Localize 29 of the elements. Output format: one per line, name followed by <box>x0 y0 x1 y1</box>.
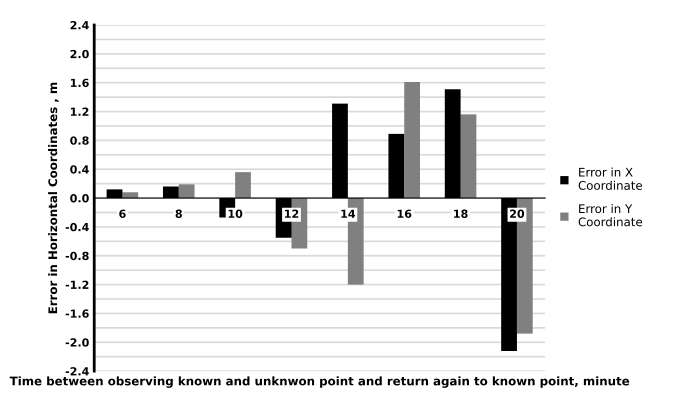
y-tick-label: -2.0 <box>66 338 89 347</box>
y-tick-label: -0.8 <box>66 252 89 260</box>
y-tick-label: -0.4 <box>66 222 89 232</box>
y-tick-label: 0.0 <box>70 194 89 202</box>
y-tick-label: 2.4 <box>70 20 89 30</box>
x-tick-label: 20 <box>510 210 524 218</box>
x-tick-label: 12 <box>285 210 298 218</box>
x-tick-label: 18 <box>454 210 468 218</box>
y-tick-label: -1.2 <box>66 280 88 289</box>
y-axis-title: Error in Horizontal Coordinates , m <box>48 82 59 314</box>
x-axis-title: Time between observing known and unknwon point and return again to known point, minute <box>10 376 630 388</box>
y-tick-label: -2.4 <box>66 367 89 376</box>
bar <box>235 172 251 198</box>
x-tick-label: 6 <box>119 210 126 218</box>
bar <box>178 184 195 198</box>
legend-label: Error in Y Coordinate <box>578 204 642 226</box>
x-tick-label: 16 <box>398 210 412 218</box>
x-tick-label: 8 <box>176 210 182 218</box>
y-tick-label: 0.4 <box>70 165 89 174</box>
y-tick-label: 0.8 <box>70 136 89 145</box>
y-tick-label: 2.0 <box>70 50 89 58</box>
bar <box>460 114 476 198</box>
y-tick-label: 1.2 <box>70 108 88 116</box>
bar <box>404 82 420 198</box>
y-tick-label: -1.6 <box>66 309 89 318</box>
x-tick-label: 14 <box>341 210 356 218</box>
y-tick-label: 1.6 <box>70 78 89 88</box>
x-tick-label: 10 <box>228 210 242 218</box>
legend-label: Error in X Coordinate <box>578 168 642 190</box>
